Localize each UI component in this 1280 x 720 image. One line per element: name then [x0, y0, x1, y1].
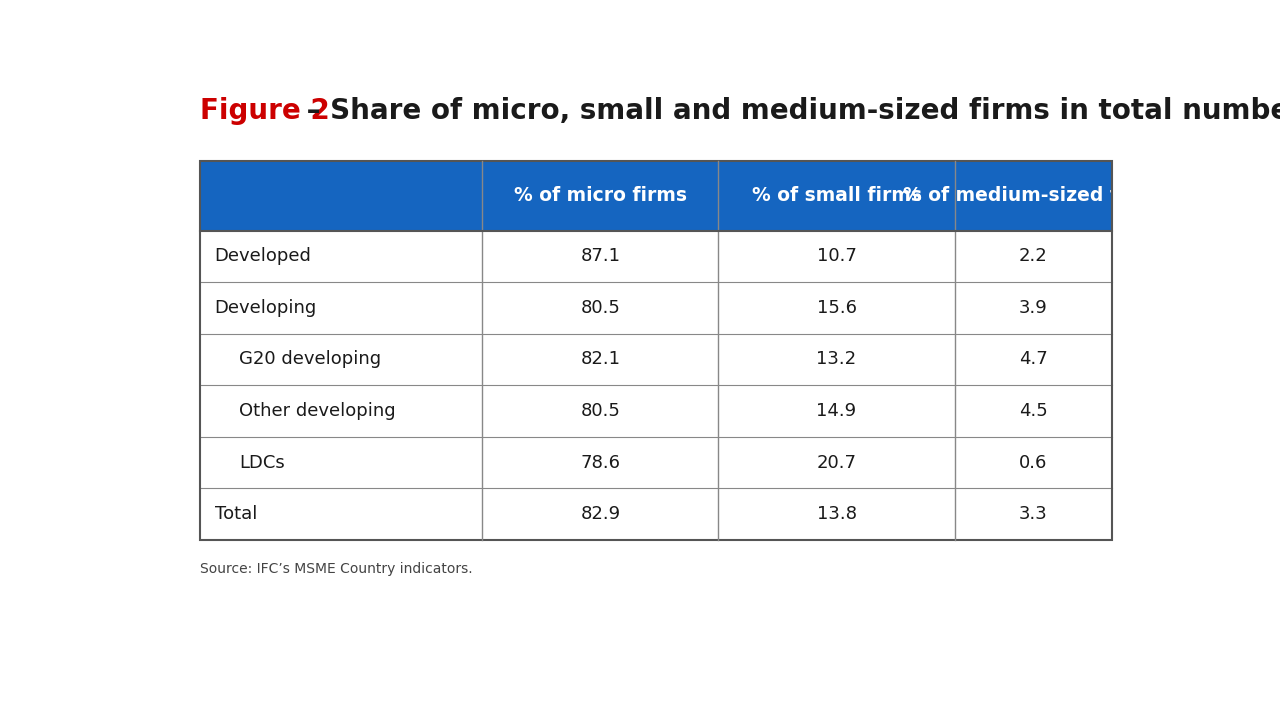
Text: G20 developing: G20 developing: [239, 351, 381, 369]
Text: 14.9: 14.9: [817, 402, 856, 420]
Text: % of small firms: % of small firms: [751, 186, 922, 205]
Bar: [200, 437, 1112, 488]
Text: 3.9: 3.9: [1019, 299, 1048, 317]
Bar: [200, 333, 1112, 385]
Text: 87.1: 87.1: [580, 248, 621, 266]
Text: 80.5: 80.5: [581, 402, 621, 420]
Bar: [200, 488, 1112, 540]
Bar: [200, 230, 1112, 282]
Bar: [200, 282, 1112, 333]
Text: 10.7: 10.7: [817, 248, 856, 266]
Text: % of micro firms: % of micro firms: [515, 186, 687, 205]
Text: 4.5: 4.5: [1019, 402, 1048, 420]
Text: 20.7: 20.7: [817, 454, 856, 472]
Text: Total: Total: [215, 505, 257, 523]
Bar: [200, 161, 1112, 540]
Text: 2.2: 2.2: [1019, 248, 1048, 266]
Text: Figure 2: Figure 2: [200, 97, 329, 125]
Text: LDCs: LDCs: [239, 454, 285, 472]
Text: 82.9: 82.9: [580, 505, 621, 523]
Text: 82.1: 82.1: [580, 351, 621, 369]
Text: 0.6: 0.6: [1019, 454, 1047, 472]
Text: – Share of micro, small and medium-sized firms in total number of MSMEs (%): – Share of micro, small and medium-sized…: [297, 97, 1280, 125]
Text: 3.3: 3.3: [1019, 505, 1048, 523]
Text: 15.6: 15.6: [817, 299, 856, 317]
Text: % of medium-sized firms: % of medium-sized firms: [902, 186, 1165, 205]
Text: Developed: Developed: [215, 248, 311, 266]
Text: Developing: Developing: [215, 299, 317, 317]
Text: 13.8: 13.8: [817, 505, 856, 523]
Text: Source: IFC’s MSME Country indicators.: Source: IFC’s MSME Country indicators.: [200, 562, 472, 576]
Text: 4.7: 4.7: [1019, 351, 1048, 369]
Text: Other developing: Other developing: [239, 402, 396, 420]
Text: 78.6: 78.6: [580, 454, 621, 472]
Text: 80.5: 80.5: [581, 299, 621, 317]
Bar: [200, 161, 1112, 230]
Text: 13.2: 13.2: [817, 351, 856, 369]
Bar: [200, 385, 1112, 437]
